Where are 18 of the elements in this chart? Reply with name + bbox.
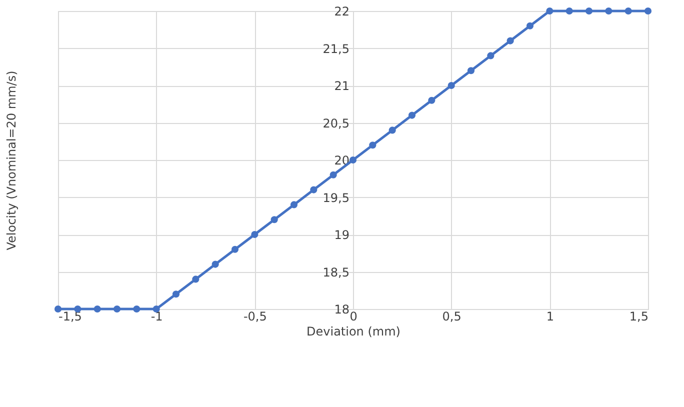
x-tick-label: -1,5	[58, 310, 82, 324]
y-tick-label: 22	[334, 4, 350, 18]
x-axis-title: Deviation (mm)	[306, 324, 400, 338]
x-tick-label: -0,5	[243, 310, 267, 324]
x-tick-label: 1	[546, 310, 554, 324]
y-tick-label: 20	[334, 154, 350, 168]
y-tick-label: 19,5	[322, 190, 350, 205]
y-tick-label: 21,5	[322, 42, 350, 56]
x-tick-label: 0,5	[442, 310, 462, 324]
x-tick-label: 1,5	[629, 310, 648, 324]
y-tick-label: 18,5	[322, 265, 350, 280]
y-tick-label: 21	[334, 79, 350, 93]
y-axis-title: Velocity (Vnominal=20 mm/s)	[4, 70, 18, 250]
y-tick-label: 20,5	[322, 116, 350, 130]
y-tick-label: 18	[334, 302, 350, 316]
x-tick-label: 0	[350, 310, 358, 324]
y-tick-label: 19	[334, 228, 350, 242]
x-tick-label: -1	[150, 310, 163, 324]
